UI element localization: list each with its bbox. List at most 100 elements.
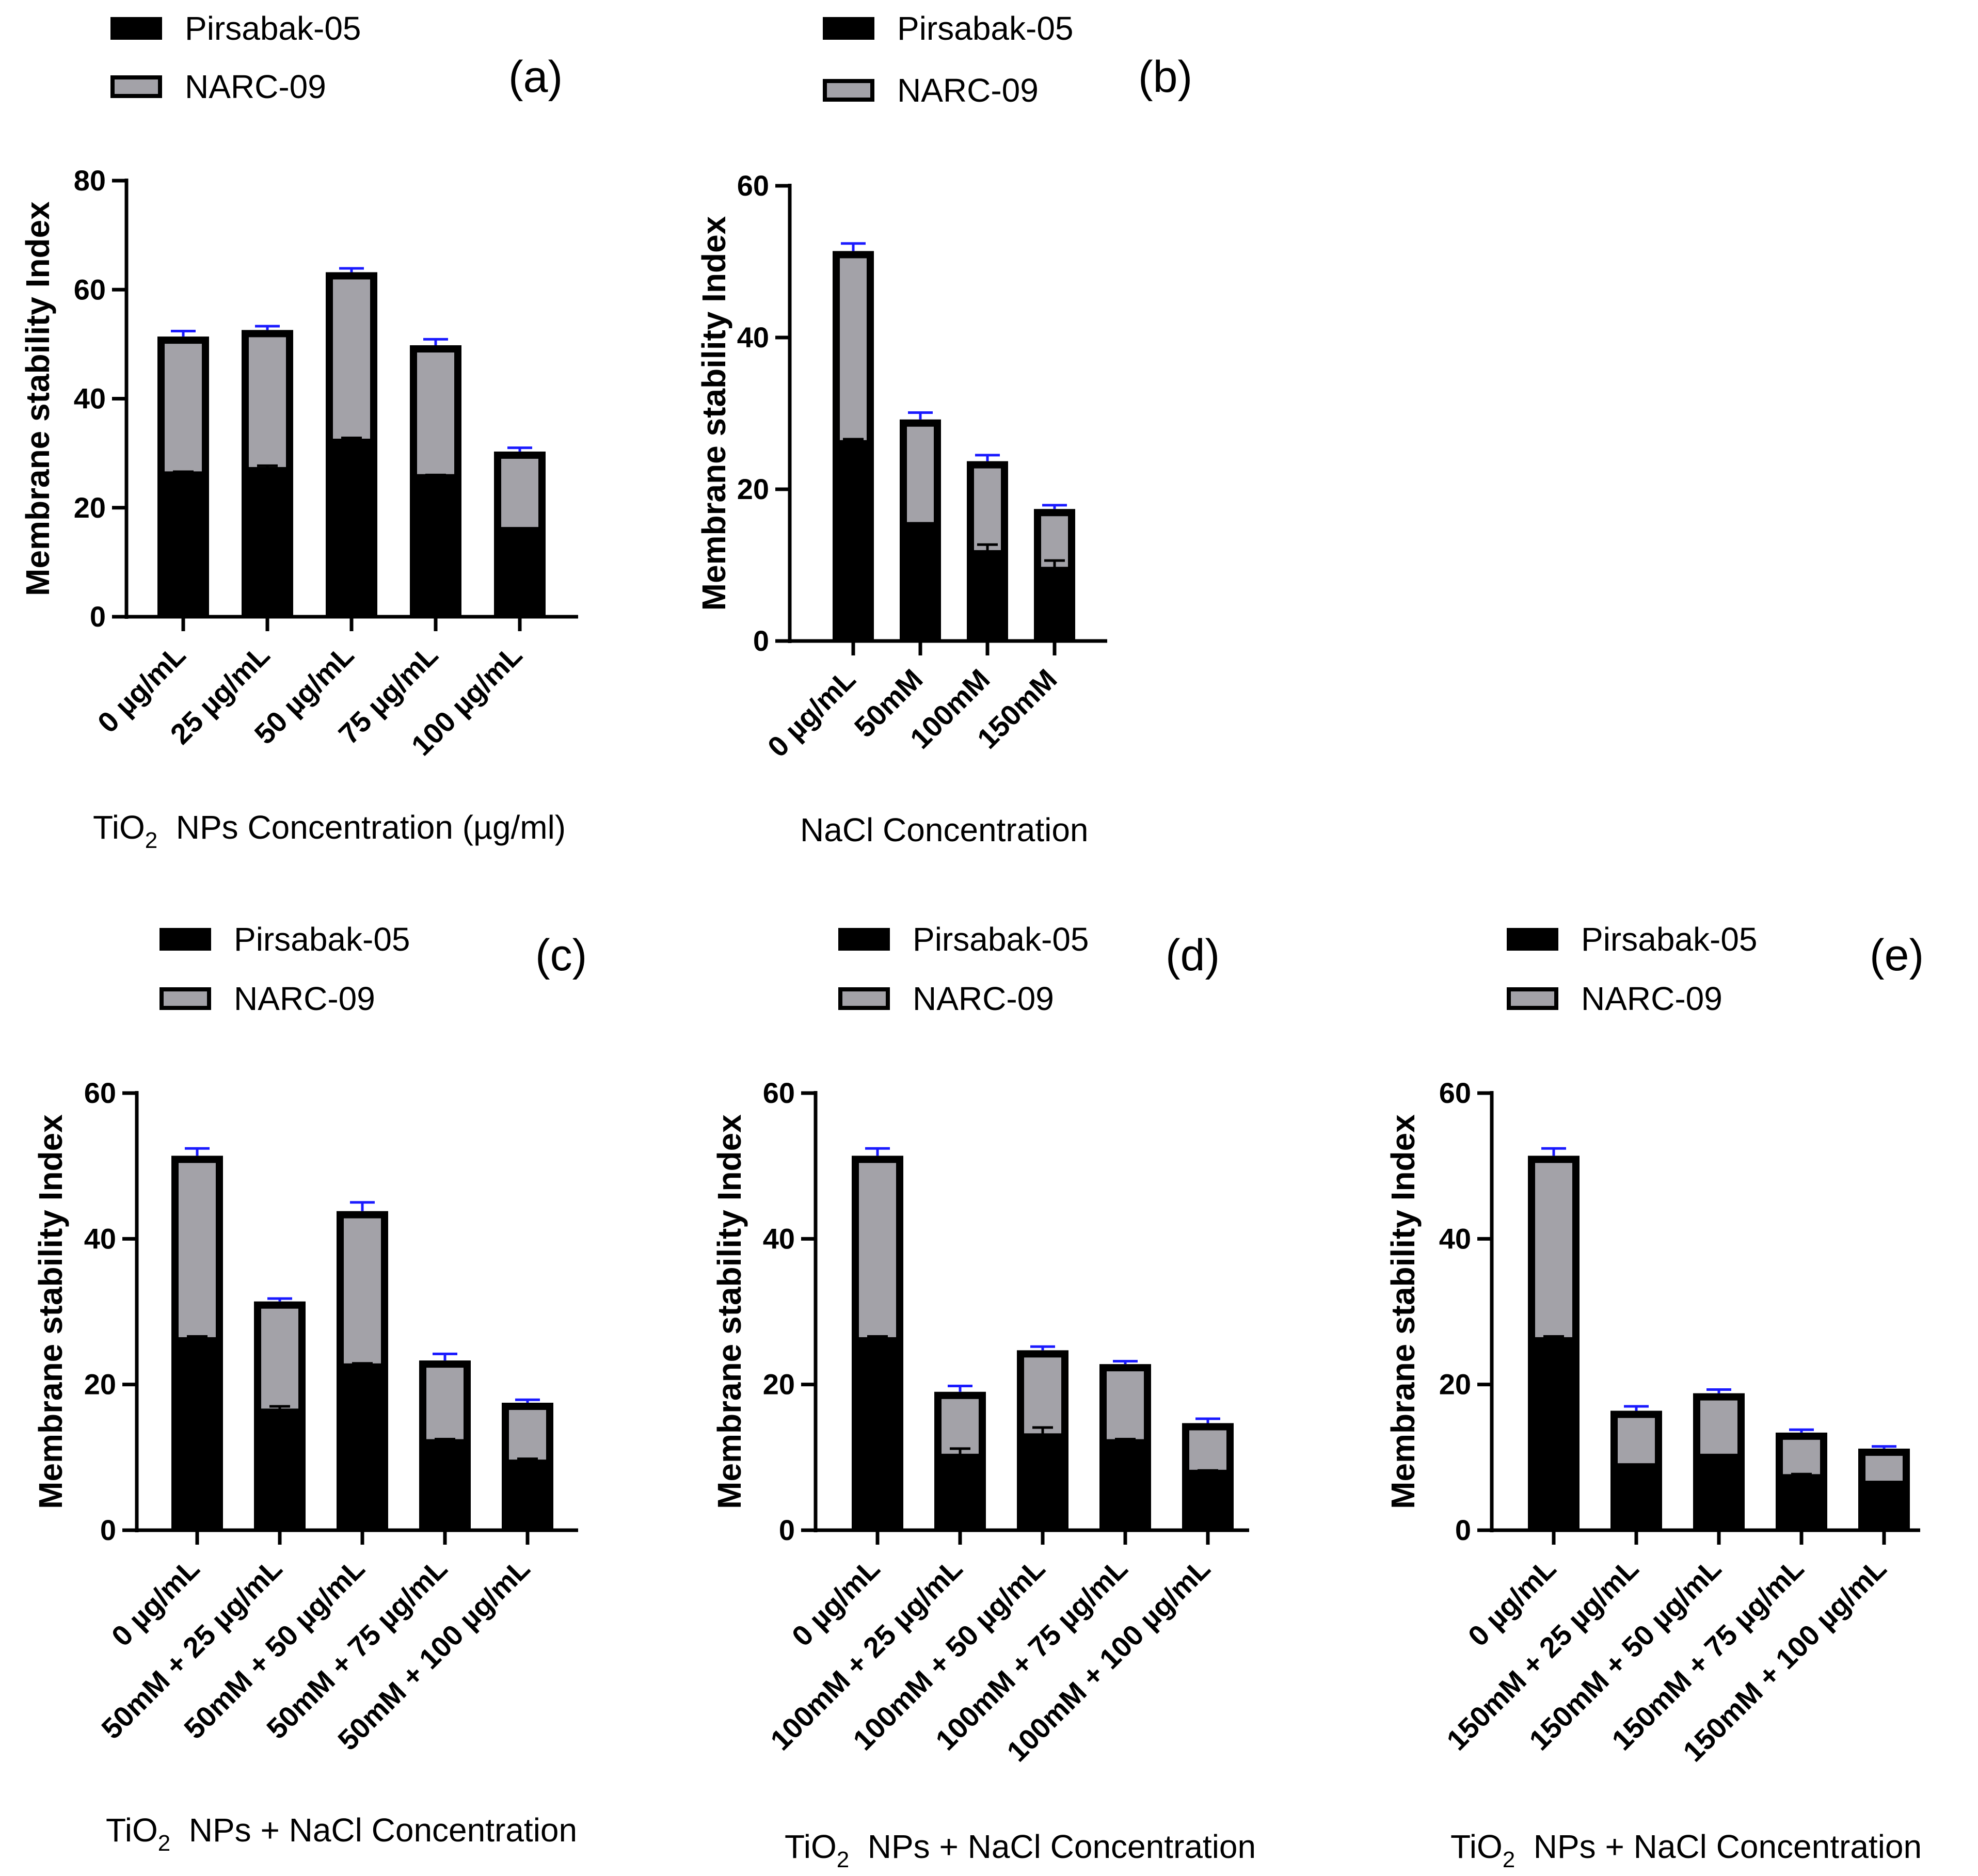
y-tick-label: 20 [1439, 1368, 1471, 1401]
panel-label: (b) [1138, 52, 1192, 102]
legend: Pirsabak-05 NARC-09 [823, 10, 1074, 109]
x-axis-label-prefix: TiO [785, 1828, 837, 1865]
bar-pirsabak [900, 525, 941, 641]
bar-pirsabak [337, 1367, 388, 1530]
x-axis-label: TiO2 NPs Concentration (µg/ml) [93, 809, 566, 853]
bar-pirsabak [502, 1463, 553, 1530]
legend-label-pirsabak: Pirsabak-05 [913, 921, 1089, 958]
y-tick-label: 60 [84, 1077, 116, 1109]
bar-narc [833, 251, 874, 447]
bar-narc [1776, 1432, 1827, 1482]
bar-pirsabak [1776, 1478, 1827, 1530]
bar-pirsabak [1017, 1437, 1068, 1530]
bar-narc [1858, 1448, 1910, 1488]
y-tick-label: 40 [1439, 1222, 1471, 1255]
bar-narc [494, 451, 546, 535]
y-tick-label: 40 [763, 1222, 795, 1255]
y-axis-label: Membrane stability Index [19, 201, 56, 596]
bar-narc [502, 1402, 553, 1467]
bar-pirsabak [934, 1457, 986, 1530]
bar-narc [900, 419, 941, 530]
y-tick-label: 40 [74, 382, 106, 415]
bar-pirsabak [242, 470, 293, 617]
bar-narc [967, 461, 1008, 557]
bar-pirsabak [1182, 1473, 1234, 1530]
bar-narc [337, 1211, 388, 1371]
bar-pirsabak [419, 1442, 471, 1530]
x-axis-label-subscript: 2 [837, 1847, 849, 1872]
panel-label: (c) [535, 931, 587, 980]
bar-narc [1182, 1423, 1234, 1477]
bar-pirsabak [326, 442, 377, 617]
chart-panel-a: Pirsabak-05 NARC-09 (a) 0 20 40 60 80 Membrane s… [19, 10, 578, 853]
bar-pirsabak [410, 477, 461, 617]
panel-label: (e) [1870, 931, 1924, 980]
legend-label-narc: NARC-09 [1581, 980, 1722, 1017]
panel-label: (a) [508, 52, 563, 102]
chart-panel-d: Pirsabak-05 NARC-09 (d) 0 20 40 60 Membrane sta… [711, 921, 1256, 1872]
y-tick-label: 40 [84, 1222, 116, 1255]
y-tick-label: 60 [737, 169, 769, 202]
x-axis-label-suffix: NPs + NaCl Concentration [1515, 1828, 1922, 1865]
y-tick-label: 80 [74, 164, 106, 197]
legend-swatch-pirsabak [159, 928, 211, 951]
bar-narc [419, 1360, 471, 1447]
bar-narc [1528, 1156, 1580, 1344]
chart-panel-c: Pirsabak-05 NARC-09 (c) 0 20 40 60 Membrane sta… [32, 921, 587, 1856]
legend-swatch-narc [823, 79, 874, 102]
legend-label-pirsabak: Pirsabak-05 [234, 921, 410, 958]
x-axis-label-prefix: TiO [106, 1811, 158, 1849]
x-axis-label-suffix: NPs + NaCl Concentration [849, 1828, 1256, 1865]
legend-swatch-pirsabak [1507, 928, 1558, 951]
bar-pirsabak [254, 1412, 306, 1530]
bar-pirsabak [157, 475, 209, 617]
legend-label-narc: NARC-09 [913, 980, 1054, 1017]
bar-narc [326, 272, 377, 446]
bar-pirsabak [1858, 1484, 1910, 1530]
y-tick-label: 0 [90, 600, 106, 633]
bar-pirsabak [833, 443, 874, 641]
bar-pirsabak [1610, 1467, 1662, 1530]
y-axis-label: Membrane stability Index [32, 1114, 69, 1509]
y-axis-label: Membrane stability Index [695, 216, 732, 611]
x-axis-label-suffix: NPs Concentration (µg/ml) [157, 809, 566, 846]
bar-pirsabak [171, 1340, 223, 1530]
y-tick-label: 0 [100, 1514, 116, 1546]
bar-pirsabak [1034, 570, 1075, 641]
bar-narc [1693, 1393, 1745, 1461]
legend: Pirsabak-05 NARC-09 [159, 921, 410, 1017]
bar-narc [242, 330, 293, 474]
x-axis-label-prefix: TiO [93, 809, 145, 846]
y-axis-label: Membrane stability Index [1384, 1114, 1422, 1509]
bar-narc [852, 1156, 903, 1344]
legend-swatch-narc [159, 987, 211, 1010]
legend-swatch-pirsabak [823, 17, 874, 40]
y-tick-label: 60 [763, 1077, 795, 1109]
legend-label-pirsabak: Pirsabak-05 [897, 10, 1074, 47]
legend-swatch-narc [110, 75, 162, 98]
y-tick-label: 60 [1439, 1077, 1471, 1109]
bar-pirsabak [852, 1340, 903, 1530]
y-tick-label: 20 [84, 1368, 116, 1401]
legend-swatch-pirsabak [838, 928, 890, 951]
legend-label-pirsabak: Pirsabak-05 [1581, 921, 1758, 958]
legend-label-narc: NARC-09 [185, 68, 326, 105]
bar-pirsabak [1528, 1340, 1580, 1530]
x-axis-label: NaCl Concentration [800, 811, 1089, 848]
chart-panel-e: Pirsabak-05 NARC-09 (e) 0 20 40 60 Membrane sta… [1384, 921, 1924, 1872]
legend-swatch-narc [1507, 987, 1558, 1010]
y-tick-label: 0 [1455, 1514, 1471, 1546]
bar-narc [157, 336, 209, 479]
y-tick-label: 20 [737, 473, 769, 505]
legend-label-narc: NARC-09 [897, 72, 1039, 109]
x-axis-label-suffix: NPs + NaCl Concentration [170, 1811, 577, 1849]
bar-pirsabak [967, 553, 1008, 641]
y-tick-label: 20 [763, 1368, 795, 1401]
bar-narc [1099, 1364, 1151, 1447]
x-axis-label-subscript: 2 [1503, 1847, 1515, 1872]
y-axis-label: Membrane stability Index [711, 1114, 748, 1509]
bar-narc [410, 345, 461, 482]
legend-label-narc: NARC-09 [234, 980, 375, 1017]
